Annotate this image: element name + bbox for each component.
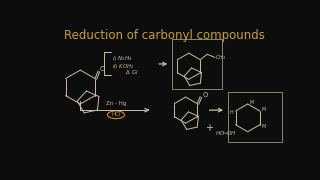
Text: $CH_3$: $CH_3$ bbox=[215, 53, 226, 62]
Bar bbox=[172, 39, 222, 89]
Bar bbox=[228, 93, 282, 143]
Text: +: + bbox=[205, 123, 213, 133]
Text: O: O bbox=[100, 66, 105, 72]
Text: $\Delta$: $\Delta$ bbox=[125, 68, 131, 76]
Text: $Gl$: $Gl$ bbox=[132, 68, 139, 76]
Text: M: M bbox=[249, 100, 253, 105]
Text: M: M bbox=[261, 124, 266, 129]
Text: M: M bbox=[261, 107, 266, 112]
Text: $i)\ N_2H_4$: $i)\ N_2H_4$ bbox=[112, 54, 133, 63]
Text: Reduction of carbonyl compounds: Reduction of carbonyl compounds bbox=[64, 29, 264, 42]
Text: H: H bbox=[229, 110, 233, 115]
Text: HCl: HCl bbox=[111, 112, 121, 117]
Text: $HO\!\!\sim\!\!OH$: $HO\!\!\sim\!\!OH$ bbox=[215, 129, 237, 137]
Text: $ii)\ KOH_2$: $ii)\ KOH_2$ bbox=[112, 62, 134, 71]
Text: Zn - Hg: Zn - Hg bbox=[106, 102, 126, 107]
Text: O: O bbox=[203, 92, 208, 98]
